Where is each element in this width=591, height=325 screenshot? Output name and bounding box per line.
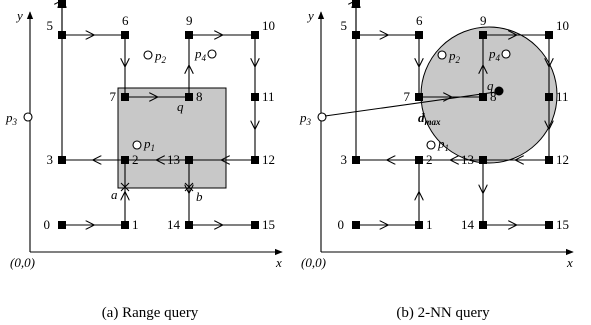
- node-label-8: 8: [196, 89, 203, 104]
- dmax-line: [324, 91, 497, 117]
- x-axis-label: x: [566, 255, 573, 270]
- node-label-15: 15: [262, 217, 275, 232]
- node-12: [545, 156, 553, 164]
- node-9: [479, 31, 487, 39]
- cut-stroke-2: [120, 182, 130, 192]
- cut-stroke-2: [184, 182, 194, 192]
- node-label-5: 5: [47, 18, 54, 33]
- panel-range-query: yx(0,0)0123456789101112131415p1p2p3p4qab: [5, 0, 283, 270]
- caption-2nn-query: (b) 2-NN query: [396, 305, 490, 321]
- x-axis-label: x: [275, 255, 282, 270]
- node-label-15: 15: [556, 217, 569, 232]
- node-label-10: 10: [262, 18, 275, 33]
- point-p4: [207, 49, 217, 59]
- node-label-12: 12: [556, 152, 569, 167]
- node-4: [58, 0, 66, 8]
- node-15: [545, 221, 553, 229]
- node-label-8: 8: [490, 89, 497, 104]
- point-label-p2: p2: [154, 48, 167, 65]
- node-8: [185, 93, 193, 101]
- node-label-2: 2: [426, 152, 433, 167]
- node-1: [415, 221, 423, 229]
- point-p1: [132, 140, 142, 150]
- node-label-6: 6: [122, 13, 129, 28]
- node-label-5: 5: [341, 18, 348, 33]
- node-7: [415, 93, 423, 101]
- node-13: [479, 156, 487, 164]
- node-10: [545, 31, 553, 39]
- point-p3: [23, 112, 33, 122]
- node-label-14: 14: [167, 217, 181, 232]
- node-label-1: 1: [426, 217, 433, 232]
- node-label-11: 11: [556, 89, 569, 104]
- node-label-2: 2: [132, 152, 139, 167]
- query-label: q: [177, 99, 184, 114]
- query-label: q: [487, 78, 494, 93]
- node-3: [352, 156, 360, 164]
- node-2: [415, 156, 423, 164]
- y-axis-label: y: [306, 8, 314, 23]
- node-label-0: 0: [338, 217, 345, 232]
- node-label-9: 9: [186, 13, 193, 28]
- node-0: [58, 221, 66, 229]
- node-13: [185, 156, 193, 164]
- node-14: [479, 221, 487, 229]
- query-point: [494, 86, 504, 96]
- node-label-10: 10: [556, 18, 569, 33]
- node-label-14: 14: [461, 217, 475, 232]
- point-p2: [143, 50, 153, 60]
- panel-2nn-query: yx(0,0)0123456789101112131415p1p2p3p4qdm…: [299, 0, 574, 270]
- point-p1: [426, 140, 436, 150]
- node-label-3: 3: [47, 152, 54, 167]
- point-p4: [501, 49, 511, 59]
- node-5: [58, 31, 66, 39]
- node-label-0: 0: [44, 217, 51, 232]
- point-label-p3: p3: [299, 110, 312, 127]
- node-label-1: 1: [132, 217, 139, 232]
- node-label-7: 7: [110, 89, 117, 104]
- node-10: [251, 31, 259, 39]
- point-label-p4: p4: [194, 46, 207, 63]
- cut-label-b: b: [196, 189, 203, 204]
- node-label-13: 13: [167, 152, 180, 167]
- query-range-rect: [117, 87, 227, 189]
- origin-label: (0,0): [301, 255, 326, 270]
- node-1: [121, 221, 129, 229]
- point-label-p3: p3: [5, 110, 18, 127]
- origin-label: (0,0): [10, 255, 35, 270]
- node-label-7: 7: [404, 89, 411, 104]
- node-label-3: 3: [341, 152, 348, 167]
- node-4: [352, 0, 360, 8]
- node-3: [58, 156, 66, 164]
- node-label-4: 4: [47, 0, 54, 3]
- node-7: [121, 93, 129, 101]
- node-14: [185, 221, 193, 229]
- node-label-12: 12: [262, 152, 275, 167]
- node-6: [415, 31, 423, 39]
- node-9: [185, 31, 193, 39]
- node-15: [251, 221, 259, 229]
- node-label-13: 13: [461, 152, 474, 167]
- node-2: [121, 156, 129, 164]
- node-5: [352, 31, 360, 39]
- node-label-9: 9: [480, 13, 487, 28]
- caption-range-query: (a) Range query: [102, 305, 199, 321]
- node-label-11: 11: [262, 89, 275, 104]
- node-6: [121, 31, 129, 39]
- node-0: [352, 221, 360, 229]
- node-8: [479, 93, 487, 101]
- cut-label-a: a: [111, 187, 118, 202]
- point-p3: [317, 112, 327, 122]
- node-label-4: 4: [341, 0, 348, 3]
- node-12: [251, 156, 259, 164]
- cut-marker-a: [120, 182, 130, 192]
- node-label-6: 6: [416, 13, 423, 28]
- point-p2: [437, 50, 447, 60]
- node-11: [545, 93, 553, 101]
- y-axis-label: y: [15, 8, 23, 23]
- cut-marker-b: [184, 182, 194, 192]
- node-11: [251, 93, 259, 101]
